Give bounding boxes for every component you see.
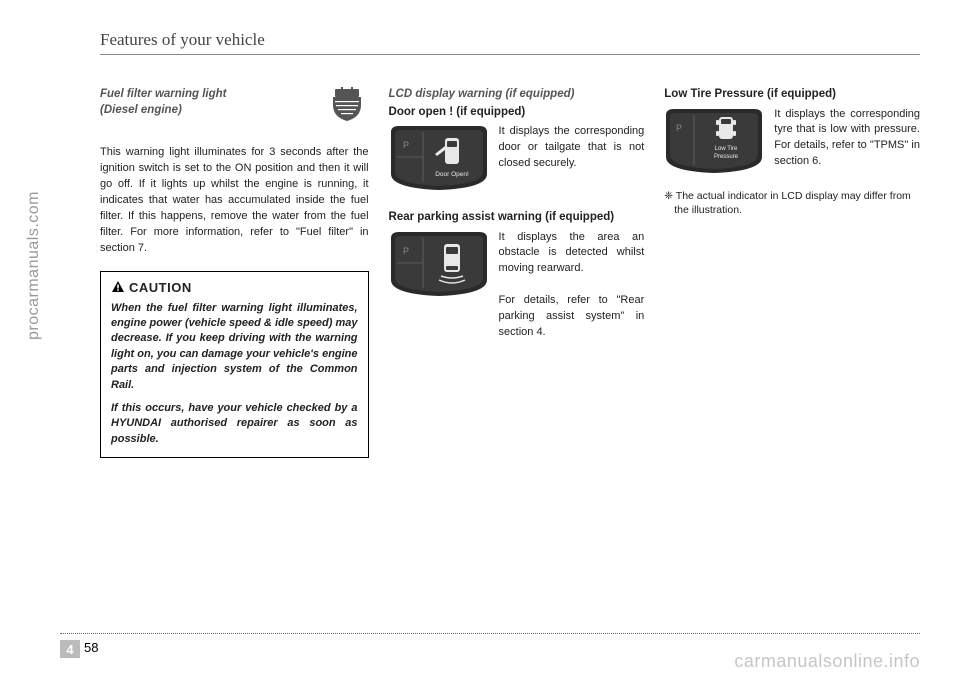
door-open-title: Door open ! (if equipped)	[389, 105, 645, 121]
column-1: Fuel filter warning light (Diesel engine…	[100, 87, 369, 458]
caution-p2: If this occurs, have your vehicle checke…	[111, 401, 358, 447]
door-open-display: P Door Open!	[389, 124, 489, 192]
caution-heading: CAUTION	[111, 280, 358, 295]
rear-parking-display: P	[389, 230, 489, 298]
footer-page: 58	[84, 640, 98, 655]
side-watermark: procarmanuals.com	[25, 191, 43, 340]
svg-text:Pressure: Pressure	[714, 154, 739, 160]
rear-parking-title: Rear parking assist warning (if equipped…	[389, 210, 645, 226]
rear-parking-t2: For details, refer to "Rear parking assi…	[499, 294, 645, 338]
column-3: Low Tire Pressure (if equipped) P	[664, 87, 920, 458]
title-line1: Fuel filter warning light	[100, 88, 227, 100]
warning-triangle-icon	[111, 280, 125, 294]
svg-text:Low Tire: Low Tire	[715, 146, 738, 152]
low-tire-display: P Low Tire Pressure	[664, 107, 764, 175]
header-title: Features of your vehicle	[100, 30, 920, 50]
svg-text:P: P	[676, 123, 682, 133]
caution-label: CAUTION	[129, 280, 192, 295]
footer-section: 4	[60, 640, 80, 658]
caution-p1: When the fuel filter warning light illum…	[111, 301, 358, 393]
door-open-label: Door Open!	[435, 171, 469, 178]
title-line2: (Diesel engine)	[100, 104, 182, 116]
fuel-filter-body: This warning light illuminates for 3 sec…	[100, 145, 369, 257]
lcd-heading: LCD display warning (if equipped)	[389, 87, 645, 103]
rear-parking-t1: It displays the area an obstacle is dete…	[499, 231, 645, 275]
column-2: LCD display warning (if equipped) Door o…	[389, 87, 645, 458]
svg-text:P: P	[403, 246, 409, 256]
door-open-text: It displays the corresponding door or ta…	[499, 124, 645, 192]
low-tire-title: Low Tire Pressure (if equipped)	[664, 87, 920, 103]
caution-box: CAUTION When the fuel filter warning lig…	[100, 271, 369, 459]
fuel-filter-icon	[325, 87, 369, 123]
rear-parking-text: It displays the area an obstacle is dete…	[499, 230, 645, 342]
low-tire-text: It displays the corresponding tyre that …	[774, 107, 920, 175]
lcd-note: ❈ The actual indicator in LCD display ma…	[664, 189, 920, 218]
svg-text:P: P	[403, 140, 409, 150]
page-header: Features of your vehicle	[100, 30, 920, 55]
bottom-watermark: carmanualsonline.info	[734, 651, 920, 672]
